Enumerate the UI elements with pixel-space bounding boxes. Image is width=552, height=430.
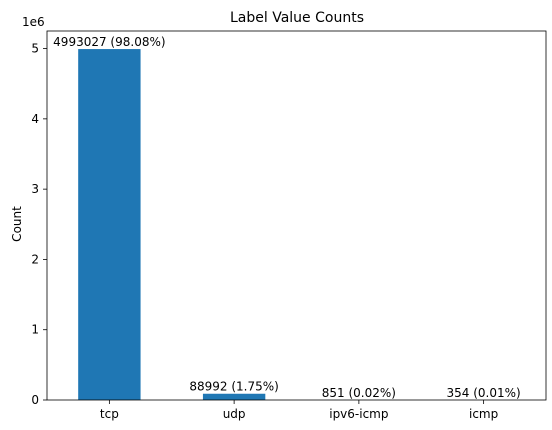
data-label: 354 (0.01%) [447, 386, 521, 400]
data-label: 851 (0.02%) [322, 386, 396, 400]
data-label: 4993027 (98.08%) [53, 35, 165, 49]
x-tick-label: udp [223, 407, 246, 421]
y-axis-scale-label: 1e6 [22, 15, 45, 29]
data-label: 88992 (1.75%) [189, 380, 278, 394]
bar-udp [202, 393, 266, 400]
y-tick-label: 2 [31, 252, 39, 266]
y-tick-label: 3 [31, 182, 39, 196]
plot-area: 0 1 2 3 4 5 tcp udp ipv6-icmp icmp 4993027 (98.08%… [31, 30, 547, 421]
y-axis-label: Count [10, 206, 24, 242]
x-tick-label: tcp [100, 407, 119, 421]
chart-title: Label Value Counts [230, 10, 364, 26]
y-tick-label: 4 [31, 112, 39, 126]
x-tick-label: icmp [469, 407, 498, 421]
y-tick-label: 0 [31, 393, 39, 407]
x-tick-label: ipv6-icmp [329, 407, 388, 421]
axes-frame [46, 30, 547, 401]
y-tick-label: 5 [31, 42, 39, 56]
bar-tcp [78, 49, 141, 401]
y-tick-label: 1 [31, 323, 39, 337]
